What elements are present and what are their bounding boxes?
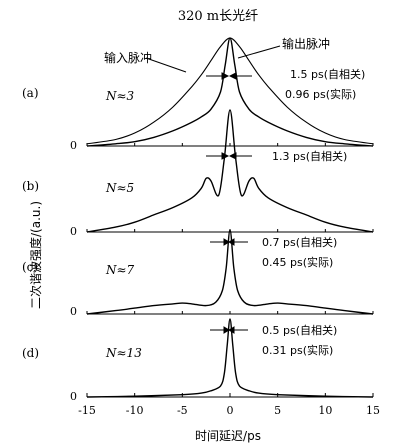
x-axis-label: 时间延迟/ps [195, 429, 261, 443]
y-axis-label: 二次谐波强度/(a.u.) [28, 201, 43, 309]
series-line-panel-1-2 [86, 37, 374, 147]
zero-label-a: 0 [70, 139, 77, 152]
legend-output-leader [237, 45, 281, 59]
x-tick-label: -10 [126, 404, 144, 417]
legend-input-pulse: 输入脉冲 [104, 50, 152, 65]
x-tick-label: -5 [177, 404, 188, 417]
n-label-d: N≈13 [105, 346, 142, 360]
x-axis: -15 -10 -5 0 5 10 15 [78, 143, 380, 417]
panel-label-d: (d) [22, 346, 39, 360]
chart-title: 320 m长光纤 [178, 9, 258, 24]
legend-input-leader [145, 57, 187, 73]
annotation-b-autocorr: 1.3 ps(自相关) [272, 149, 347, 163]
zero-label-c: 0 [70, 305, 77, 318]
n-label-b: N≈5 [105, 181, 134, 195]
annotation-d-autocorr: 0.5 ps(自相关) [262, 323, 337, 337]
annotation-d-actual: 0.31 ps(实际) [262, 343, 333, 357]
legend-output-pulse: 输出脉冲 [282, 36, 330, 51]
series-line-panel-2-1 [86, 109, 374, 233]
n-label-a: N≈3 [105, 89, 135, 103]
annotation-a-autocorr: 1.5 ps(自相关) [290, 67, 365, 81]
width-marker-b [206, 152, 252, 160]
x-tick-label: 15 [366, 404, 380, 417]
x-tick-label: 0 [227, 404, 234, 417]
annotation-a-actual: 0.96 ps(实际) [285, 87, 356, 101]
n-label-c: N≈7 [105, 263, 135, 277]
x-tick-label: 10 [318, 404, 332, 417]
zero-label-b: 0 [70, 225, 77, 238]
zero-label-d: 0 [70, 390, 77, 403]
panel-label-c: (c) [22, 260, 38, 274]
series-line-panel-4-1 [86, 318, 374, 398]
x-tick-label: 5 [274, 404, 281, 417]
width-marker-a [206, 72, 252, 80]
annotation-c-autocorr: 0.7 ps(自相关) [262, 235, 337, 249]
x-tick-label: -15 [78, 404, 96, 417]
panel-label-a: (a) [22, 86, 39, 100]
panel-label-b: (b) [22, 179, 39, 193]
annotation-c-actual: 0.45 ps(实际) [262, 255, 333, 269]
